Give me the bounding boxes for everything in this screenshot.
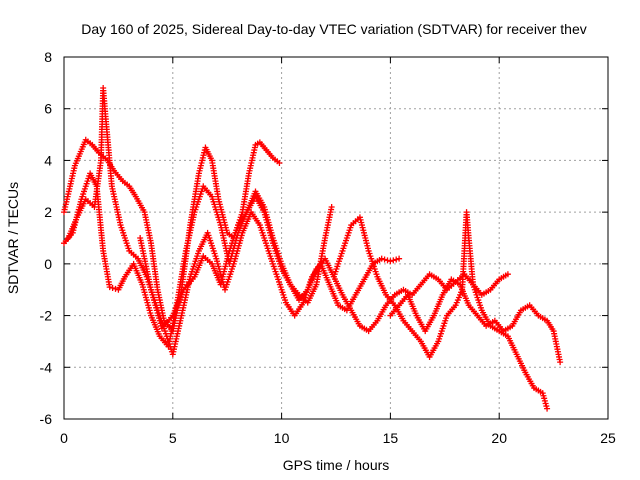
- plot-frame: [63, 56, 609, 420]
- y-tick-label: 4: [44, 152, 52, 168]
- data-point-marker: [106, 284, 113, 291]
- y-tick-label: 6: [44, 101, 52, 117]
- chart-title: Day 160 of 2025, Sidereal Day-to-day VTE…: [81, 21, 587, 37]
- grid: [64, 57, 608, 419]
- series-trace-5: [330, 209, 551, 412]
- data-point-marker: [112, 285, 119, 292]
- y-tick-label: -4: [40, 359, 53, 375]
- data-series: [61, 85, 564, 412]
- y-axis-label: SDTVAR / TECUs: [5, 182, 21, 294]
- x-tick-label: 25: [600, 430, 616, 446]
- series-trace-3: [65, 85, 403, 358]
- data-point-marker: [504, 271, 511, 278]
- data-point-marker: [381, 256, 388, 263]
- series-line: [63, 138, 280, 333]
- series-line: [67, 87, 400, 357]
- x-axis-label: GPS time / hours: [283, 457, 390, 473]
- series-trace-1: [61, 136, 283, 335]
- y-tick-label: 0: [44, 256, 52, 272]
- data-point-marker: [328, 203, 335, 210]
- data-point-marker: [544, 405, 551, 412]
- y-tick-label: -2: [40, 308, 53, 324]
- series-trace-6: [387, 276, 564, 366]
- data-point-marker: [387, 258, 394, 265]
- data-point-marker: [378, 255, 385, 262]
- data-point-marker: [557, 359, 564, 366]
- y-tick-label: 2: [44, 204, 52, 220]
- y-tick-label: -6: [40, 411, 53, 427]
- x-tick-label: 0: [60, 430, 68, 446]
- axis-ticks: [63, 56, 609, 420]
- x-tick-label: 20: [491, 430, 507, 446]
- data-point-marker: [109, 284, 116, 291]
- y-tick-label: 8: [44, 49, 52, 65]
- data-point-marker: [396, 255, 403, 262]
- tick-labels: 0 5 10 15 20 25 -6 -4 -2 0 2 4 6 8: [40, 49, 616, 446]
- data-point-marker: [384, 257, 391, 264]
- data-point-marker: [390, 257, 397, 264]
- data-point-marker: [276, 160, 283, 167]
- series-trace-2: [61, 170, 335, 350]
- x-tick-label: 10: [274, 430, 290, 446]
- x-tick-label: 15: [383, 430, 399, 446]
- data-point-marker: [393, 256, 400, 263]
- x-tick-label: 5: [169, 430, 177, 446]
